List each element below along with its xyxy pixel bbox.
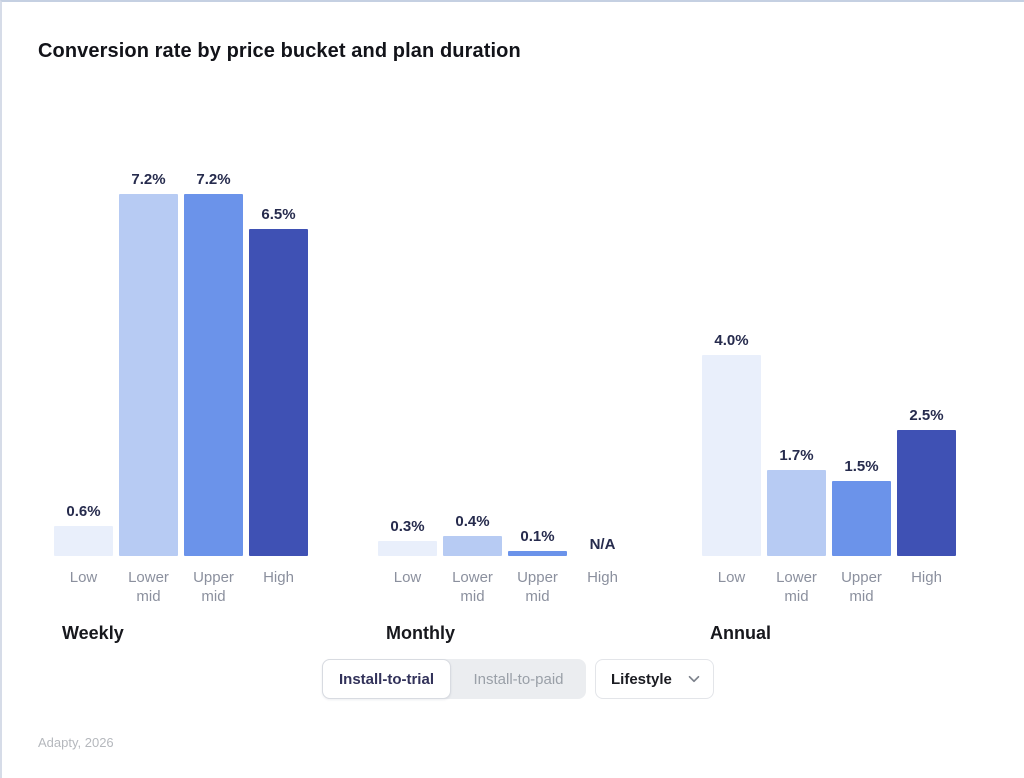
category-label: Low (69, 569, 98, 586)
bar-value-label: 0.4% (455, 513, 490, 530)
bar (249, 229, 308, 556)
bar-value-label: 0.6% (66, 503, 101, 520)
bar (119, 194, 178, 556)
bar-cell: 2.5% (897, 406, 956, 556)
category-labels: Low Lower mid Upper mid High (54, 568, 308, 606)
bar-value-label: N/A (589, 536, 616, 553)
bar-value-label: 2.5% (909, 407, 944, 424)
bar-chart: 0.6% 7.2% 7.2% 6.5% Low Lower mid Upper mid Hig… (54, 168, 956, 644)
chevron-down-icon (688, 675, 700, 683)
metric-segmented-control: Install-to-trial Install-to-paid (322, 659, 586, 699)
bar-cell: 4.0% (702, 331, 761, 556)
bar (767, 470, 826, 556)
segment-install-to-paid[interactable]: Install-to-paid (473, 670, 564, 688)
bar (897, 430, 956, 556)
group-label: Monthly (386, 623, 455, 643)
bar-cell: 0.6% (54, 502, 113, 556)
group-label: Weekly (62, 623, 124, 643)
category-label: Upper mid (517, 569, 558, 605)
bar (54, 526, 113, 556)
bars-area: 0.6% 7.2% 7.2% 6.5% (54, 168, 308, 556)
bars-area: 0.3% 0.4% 0.1% N/A (378, 168, 632, 556)
bar-value-label: 7.2% (196, 171, 231, 188)
bar-cell: N/A (573, 535, 632, 556)
category-label: Lower mid (128, 569, 169, 605)
category-label: Low (717, 569, 746, 586)
category-label: Upper mid (841, 569, 882, 605)
bar-value-label: 0.3% (390, 518, 425, 535)
bar (184, 194, 243, 556)
bar-group-annual: 4.0% 1.7% 1.5% 2.5% Low Lower mid Upper mid Hig… (702, 168, 956, 644)
bar-value-label: 4.0% (714, 332, 749, 349)
bar (378, 541, 437, 556)
bar-value-label: 1.5% (844, 458, 879, 475)
bar-cell: 0.3% (378, 517, 437, 556)
chart-title: Conversion rate by price bucket and plan… (38, 40, 521, 62)
bar-cell: 6.5% (249, 205, 308, 556)
category-label: High (587, 569, 618, 586)
bar-cell: 7.2% (184, 170, 243, 556)
category-label: Lower mid (776, 569, 817, 605)
category-label: Low (393, 569, 422, 586)
group-label: Annual (710, 623, 771, 643)
bar (508, 551, 567, 556)
category-label: Upper mid (193, 569, 234, 605)
bar-cell: 7.2% (119, 170, 178, 556)
bars-area: 4.0% 1.7% 1.5% 2.5% (702, 168, 956, 556)
bar-value-label: 1.7% (779, 447, 814, 464)
bar-value-label: 6.5% (261, 206, 296, 223)
category-dropdown[interactable]: Lifestyle (595, 659, 714, 699)
category-label: High (263, 569, 294, 586)
category-dropdown-value: Lifestyle (611, 670, 672, 688)
bar-cell: 0.1% (508, 527, 567, 556)
bar (443, 536, 502, 556)
bar-group-weekly: 0.6% 7.2% 7.2% 6.5% Low Lower mid Upper mid Hig… (54, 168, 308, 644)
category-label: High (911, 569, 942, 586)
bar-cell: 0.4% (443, 512, 502, 556)
chart-controls: Install-to-trial Install-to-paid Lifesty… (322, 659, 714, 699)
category-labels: Low Lower mid Upper mid High (702, 568, 956, 606)
bar-group-monthly: 0.3% 0.4% 0.1% N/A Low Lower mid Upper mid High… (378, 168, 632, 644)
bar (832, 481, 891, 556)
bar-cell: 1.5% (832, 457, 891, 556)
bar-value-label: 0.1% (520, 528, 555, 545)
segment-install-to-trial[interactable]: Install-to-trial (322, 659, 451, 699)
category-label: Lower mid (452, 569, 493, 605)
bar-cell: 1.7% (767, 446, 826, 556)
category-labels: Low Lower mid Upper mid High (378, 568, 632, 606)
bar (702, 355, 761, 556)
source-attribution: Adapty, 2026 (38, 735, 114, 750)
bar-value-label: 7.2% (131, 171, 166, 188)
